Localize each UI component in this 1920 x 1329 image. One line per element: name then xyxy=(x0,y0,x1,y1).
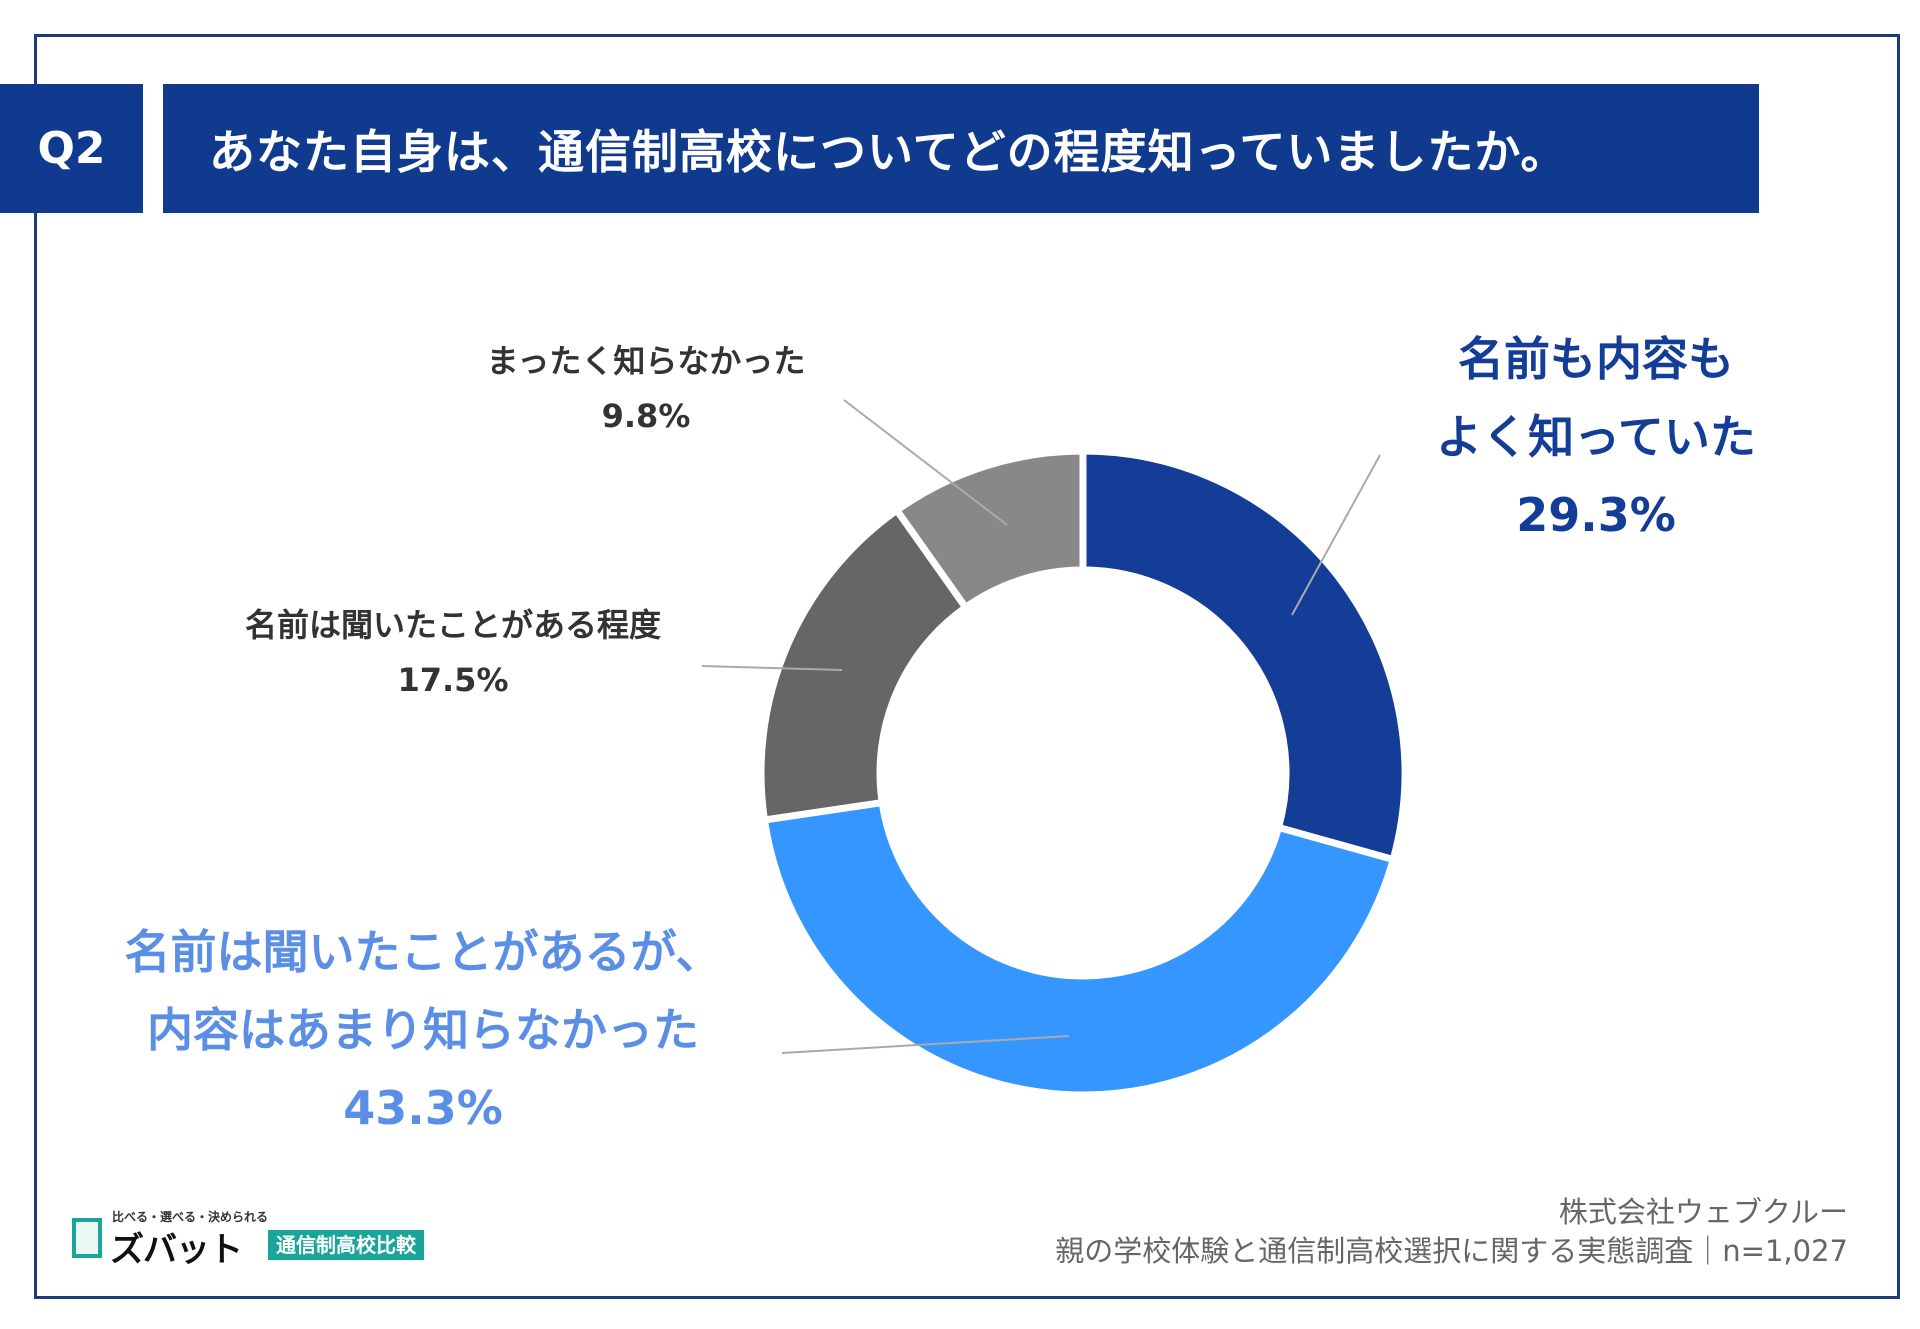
slice-heard_name xyxy=(757,505,971,824)
category-label-well: 名前も内容も xyxy=(1458,332,1734,386)
footer-survey-info: 親の学校体験と通信制高校選択に関する実態調査｜n=1,027 xyxy=(1055,1234,1848,1268)
category-label-not_at_all: まったく知らなかった xyxy=(487,342,806,380)
leader-line-well xyxy=(1291,454,1381,616)
leader-line-heard_name xyxy=(701,665,843,671)
question-number-badge: Q2 xyxy=(0,84,143,213)
value-label-name_only_content_little: 43.3% xyxy=(343,1081,503,1135)
logo-brand: ズバット xyxy=(110,1230,243,1270)
logo-building-icon xyxy=(72,1218,102,1258)
slice-name_only_content_little xyxy=(760,798,1398,1099)
slice-well xyxy=(1079,447,1409,864)
leader-line-name_only_content_little xyxy=(781,1035,1070,1054)
category-label-well: よく知っていた xyxy=(1436,410,1756,464)
logo-tagline: 比べる・選べる・決められる xyxy=(112,1210,269,1224)
value-label-heard_name: 17.5% xyxy=(397,661,508,699)
logo-subtitle: 通信制高校比較 xyxy=(268,1230,424,1260)
question-title: あなた自身は、通信制高校についてどの程度知っていましたか。 xyxy=(163,84,1759,213)
value-label-well: 29.3% xyxy=(1516,488,1676,542)
category-label-name_only_content_little: 内容はあまり知らなかった xyxy=(147,1003,699,1057)
slide-frame xyxy=(34,34,1900,1299)
value-label-not_at_all: 9.8% xyxy=(602,397,691,435)
category-label-heard_name: 名前は聞いたことがある程度 xyxy=(245,606,661,644)
leader-line-not_at_all xyxy=(843,399,1008,526)
footer-company: 株式会社ウェブクルー xyxy=(1558,1195,1848,1229)
category-label-name_only_content_little: 名前は聞いたことがあるが、 xyxy=(124,925,721,979)
